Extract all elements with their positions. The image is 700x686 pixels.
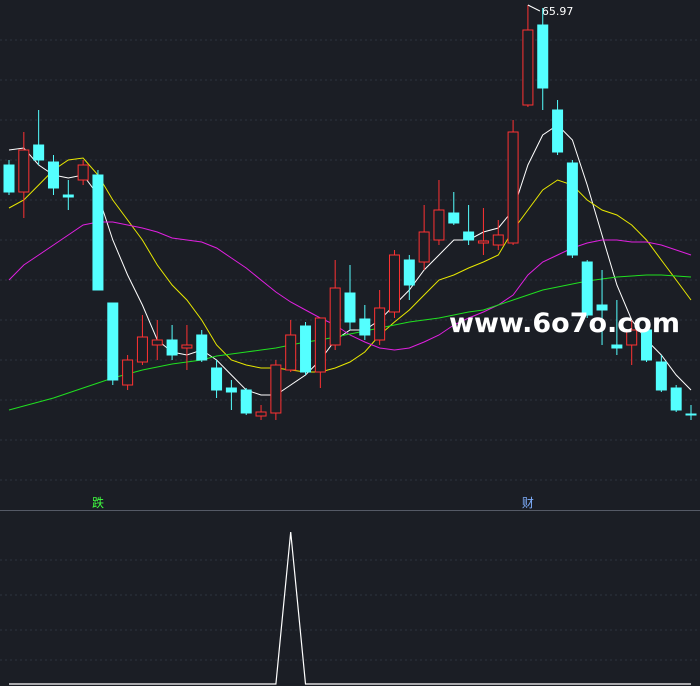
candle-body [240,389,252,414]
plot-area: 65.97 跌 财 [3,4,697,685]
candle-body [122,359,134,386]
candle-body [211,367,223,391]
candle-body [181,344,193,349]
candle-body [552,109,564,153]
watermark: www.6o7o.com [449,308,680,339]
high-pointer [527,4,541,12]
candle-body [626,329,638,346]
candle-body [270,364,282,414]
candle-body [596,304,608,311]
candle-body [655,361,667,391]
candle-body [433,209,445,241]
candle-body [47,161,59,189]
candle-body [344,292,356,323]
high-label: 65.97 [542,5,574,18]
candle-body [566,162,578,256]
grid [0,39,700,661]
candle-body [77,164,89,181]
candle-body [418,231,430,263]
candle-body [18,149,30,193]
candle-body [388,254,400,313]
candle-body [463,231,475,241]
candle-body [151,339,163,346]
indicator-line [9,531,691,685]
candle-body [507,131,519,244]
signal-label: 财 [522,496,534,510]
candle-body [522,29,534,106]
candle-body [359,318,371,336]
candle-body [477,240,489,244]
candle-body [314,317,326,373]
candle-body [374,307,386,341]
candle-body [166,339,178,356]
candle-body [136,336,148,363]
candle-body [641,329,653,361]
candle-body [611,344,623,349]
candle-body [255,411,267,417]
candle-body [685,413,697,416]
candle-body [92,174,104,291]
candle-body [537,24,549,89]
candle-body [62,194,74,198]
candle-body [670,387,682,411]
candle-body [581,261,593,316]
signal-label: 跌 [92,495,104,510]
candle-body [300,325,312,373]
candle-body [196,334,208,361]
candle-body [403,259,415,286]
candle-body [33,144,45,161]
candle-body [285,334,297,371]
candle-body [225,387,237,393]
candle-body [107,302,119,381]
candle-body [329,287,341,346]
candle-body [448,212,460,224]
candle-body [492,234,504,246]
candle-body [3,164,15,193]
